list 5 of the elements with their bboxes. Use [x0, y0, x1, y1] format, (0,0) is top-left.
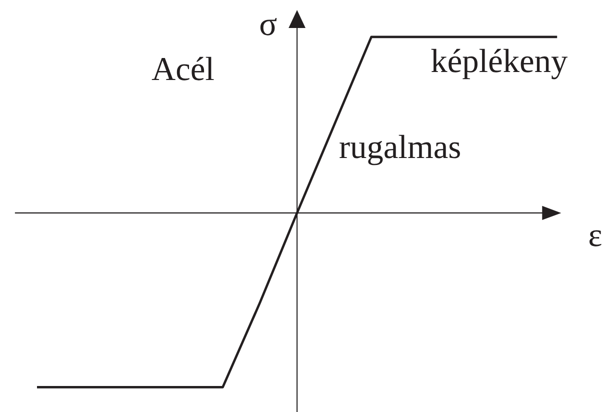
y-axis-title: σ — [260, 18, 277, 36]
annotation: rugalmas — [340, 134, 460, 166]
x-axis-title: ε — [590, 230, 602, 246]
annotation: képlékeny — [431, 48, 568, 80]
chart-title: Acél — [152, 56, 214, 80]
